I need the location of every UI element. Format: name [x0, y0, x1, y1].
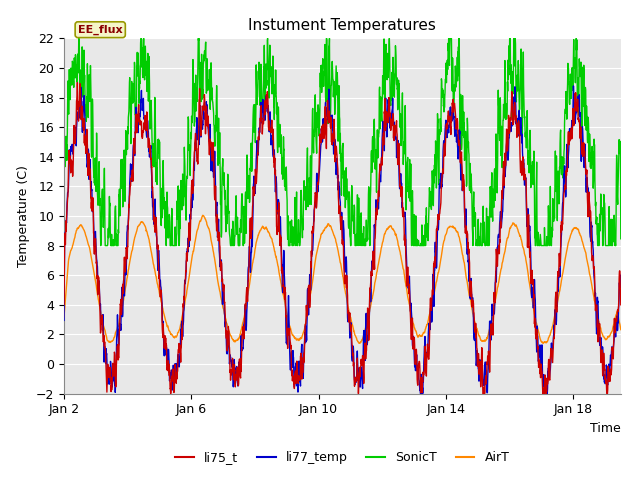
- li75_t: [167, 391, 175, 396]
- X-axis label: Time: Time: [590, 422, 621, 435]
- AirT: [199, 213, 207, 218]
- SonicT: [75, 36, 83, 41]
- li75_t: [317, 135, 324, 141]
- SonicT: [332, 102, 339, 108]
- Line: li75_t: li75_t: [64, 83, 621, 394]
- SonicT: [97, 243, 104, 249]
- li75_t: [60, 301, 68, 307]
- li75_t: [617, 302, 625, 308]
- SonicT: [60, 215, 68, 220]
- li75_t: [601, 367, 609, 372]
- li77_temp: [602, 381, 609, 387]
- SonicT: [617, 236, 625, 241]
- li75_t: [602, 377, 609, 383]
- Text: EE_flux: EE_flux: [78, 24, 122, 35]
- li77_temp: [570, 83, 577, 89]
- li77_temp: [316, 157, 324, 163]
- li75_t: [74, 80, 81, 85]
- Y-axis label: Temperature (C): Temperature (C): [17, 165, 30, 267]
- li77_temp: [601, 372, 609, 378]
- li77_temp: [60, 317, 68, 323]
- SonicT: [89, 102, 97, 108]
- Line: li77_temp: li77_temp: [64, 86, 621, 394]
- AirT: [617, 327, 625, 333]
- li77_temp: [617, 284, 625, 289]
- AirT: [88, 261, 96, 267]
- li75_t: [89, 203, 97, 208]
- li75_t: [332, 150, 339, 156]
- li75_t: [499, 173, 507, 179]
- Title: Instument Temperatures: Instument Temperatures: [248, 18, 436, 33]
- AirT: [601, 336, 609, 342]
- Line: SonicT: SonicT: [64, 38, 621, 246]
- li77_temp: [88, 209, 96, 215]
- AirT: [331, 235, 339, 241]
- AirT: [602, 336, 609, 342]
- AirT: [316, 236, 324, 241]
- Line: AirT: AirT: [64, 216, 621, 343]
- SonicT: [317, 84, 324, 90]
- li77_temp: [417, 391, 424, 396]
- Legend: li75_t, li77_temp, SonicT, AirT: li75_t, li77_temp, SonicT, AirT: [170, 446, 515, 469]
- SonicT: [499, 118, 507, 123]
- SonicT: [602, 225, 609, 230]
- AirT: [499, 257, 507, 263]
- li77_temp: [499, 209, 506, 215]
- AirT: [60, 314, 68, 320]
- li77_temp: [331, 136, 339, 142]
- SonicT: [601, 211, 609, 216]
- AirT: [356, 340, 364, 346]
